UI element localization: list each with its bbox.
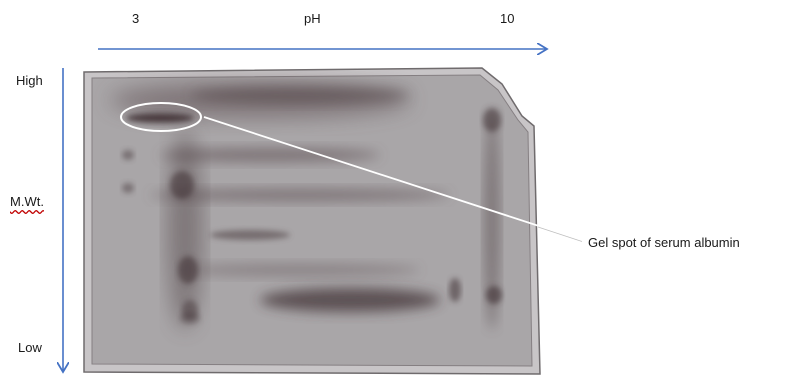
callout-arrow (203, 116, 582, 240)
serum-albumin-spot (126, 113, 194, 123)
mw-axis-low-label: Low (18, 340, 42, 355)
gel-streak (167, 130, 203, 330)
gel-streak (190, 87, 410, 103)
gel-spot (486, 286, 502, 304)
gel-spot (178, 256, 198, 284)
albumin-highlight-ellipse (120, 102, 202, 132)
gel-slab (83, 67, 541, 375)
gel-band (160, 148, 380, 162)
gel-band (180, 264, 420, 276)
gel-spot (122, 150, 134, 160)
gel-band (210, 230, 290, 240)
mw-axis-title: M.Wt. (10, 194, 44, 209)
gel-spot (170, 171, 194, 199)
gel-band (150, 189, 450, 201)
callout-arrow-shadow (537, 226, 583, 242)
gel-spot (180, 312, 200, 324)
gel-spot (449, 278, 461, 302)
gel-band (260, 288, 440, 312)
albumin-callout-label: Gel spot of serum albumin (588, 235, 740, 250)
ph-axis-start-label: 3 (132, 11, 140, 26)
ph-axis-end-label: 10 (500, 11, 515, 26)
gel-spot (483, 108, 501, 132)
gel-spot (122, 183, 134, 193)
ph-axis-title: pH (304, 11, 321, 26)
gel-streak (484, 110, 500, 330)
mw-axis-high-label: High (16, 73, 43, 88)
